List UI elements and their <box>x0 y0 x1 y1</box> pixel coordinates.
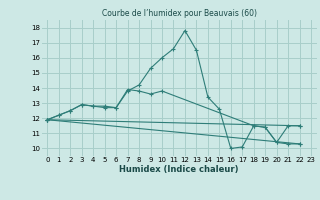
X-axis label: Humidex (Indice chaleur): Humidex (Indice chaleur) <box>119 165 239 174</box>
Title: Courbe de l’humidex pour Beauvais (60): Courbe de l’humidex pour Beauvais (60) <box>102 9 257 18</box>
